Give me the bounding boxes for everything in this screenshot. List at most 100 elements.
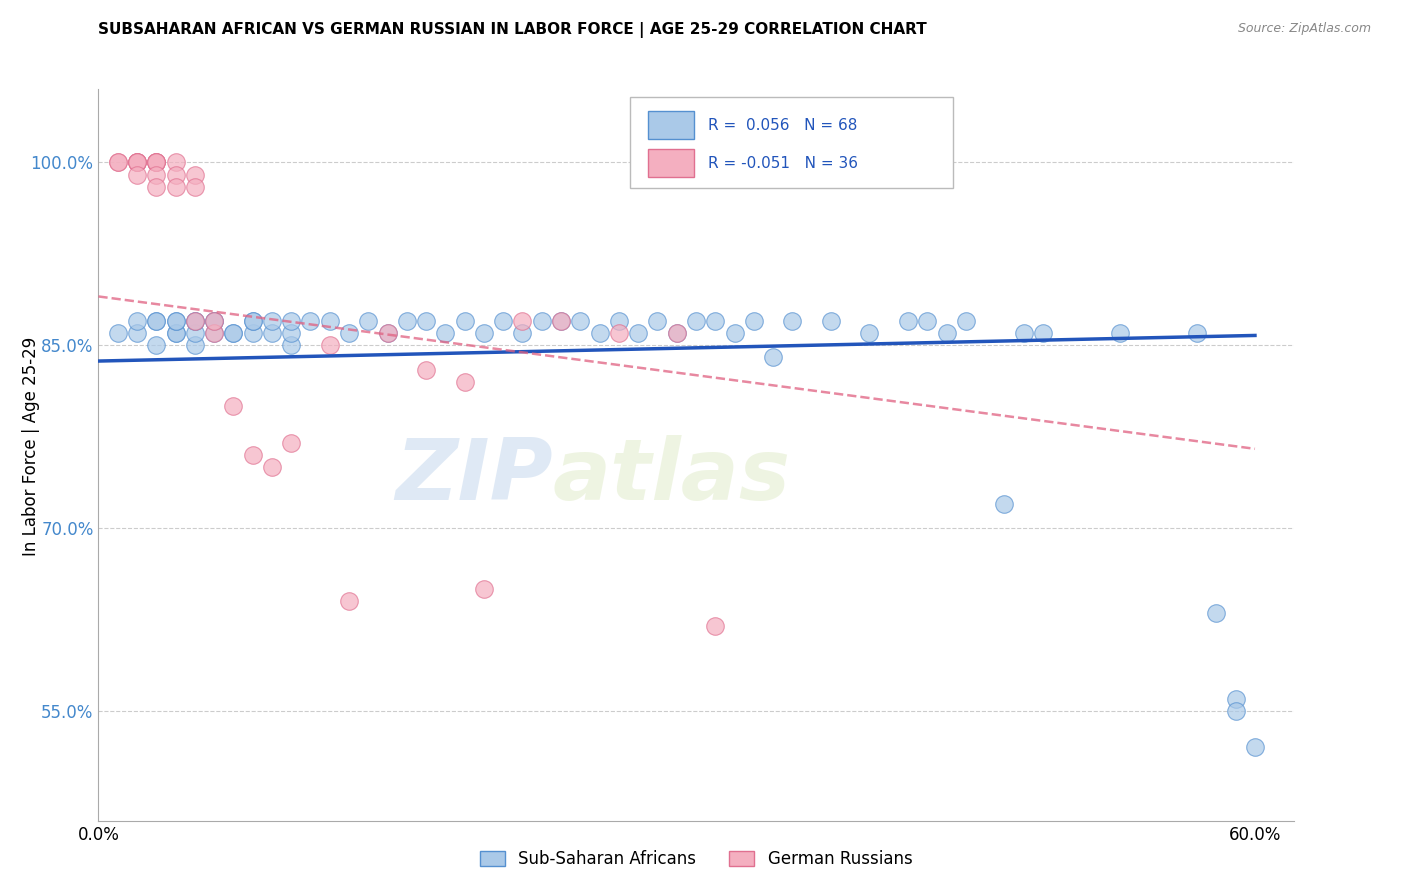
Point <box>184 338 207 352</box>
Point <box>415 314 437 328</box>
Point <box>395 314 418 328</box>
Point <box>280 314 302 328</box>
Point <box>184 179 207 194</box>
Point <box>145 314 167 328</box>
Bar <box>648 112 693 139</box>
Point <box>1225 691 1247 706</box>
Point <box>685 314 707 328</box>
Point <box>453 375 475 389</box>
Point <box>415 362 437 376</box>
Point <box>202 326 225 340</box>
Point <box>453 314 475 328</box>
Point <box>280 338 302 352</box>
Point <box>377 326 399 340</box>
Point <box>993 497 1015 511</box>
Point <box>202 314 225 328</box>
Point <box>184 314 207 328</box>
Point <box>512 326 534 340</box>
Point <box>319 338 342 352</box>
Point <box>125 155 148 169</box>
Point <box>434 326 457 340</box>
Point <box>260 314 283 328</box>
Text: R = -0.051   N = 36: R = -0.051 N = 36 <box>709 155 858 170</box>
Point <box>222 399 245 413</box>
Point <box>222 326 245 340</box>
Point <box>782 314 804 328</box>
Point <box>165 326 187 340</box>
Point <box>145 155 167 169</box>
Point <box>145 179 167 194</box>
Point <box>125 314 148 328</box>
Point <box>550 314 572 328</box>
Point <box>820 314 842 328</box>
Point <box>107 155 129 169</box>
Point <box>145 168 167 182</box>
Text: Source: ZipAtlas.com: Source: ZipAtlas.com <box>1237 22 1371 36</box>
Point <box>704 618 727 632</box>
Point <box>472 326 495 340</box>
FancyBboxPatch shape <box>630 96 953 188</box>
Point <box>1032 326 1054 340</box>
Point <box>742 314 765 328</box>
Point <box>260 326 283 340</box>
Point <box>1205 607 1227 621</box>
Point <box>319 314 342 328</box>
Bar <box>648 149 693 177</box>
Point <box>125 326 148 340</box>
Point <box>280 435 302 450</box>
Point <box>647 314 669 328</box>
Point <box>222 326 245 340</box>
Point <box>704 314 727 328</box>
Point <box>145 155 167 169</box>
Point <box>1109 326 1132 340</box>
Point <box>1225 704 1247 718</box>
Point <box>955 314 977 328</box>
Point <box>1244 740 1267 755</box>
Text: ZIP: ZIP <box>395 435 553 518</box>
Point <box>165 314 187 328</box>
Point <box>550 314 572 328</box>
Point <box>184 326 207 340</box>
Point <box>242 326 264 340</box>
Point <box>242 448 264 462</box>
Point <box>280 326 302 340</box>
Point <box>299 314 322 328</box>
Point <box>145 314 167 328</box>
Point <box>357 314 380 328</box>
Point <box>202 314 225 328</box>
Point <box>165 179 187 194</box>
Point <box>1185 326 1208 340</box>
Point <box>107 155 129 169</box>
Point <box>512 314 534 328</box>
Point <box>377 326 399 340</box>
Point <box>917 314 939 328</box>
Point <box>665 326 688 340</box>
Point <box>165 314 187 328</box>
Point <box>145 338 167 352</box>
Point <box>202 314 225 328</box>
Point <box>1012 326 1035 340</box>
Point <box>125 155 148 169</box>
Point <box>165 326 187 340</box>
Point <box>665 326 688 340</box>
Point <box>627 326 650 340</box>
Point <box>125 155 148 169</box>
Point <box>337 326 360 340</box>
Point <box>125 168 148 182</box>
Point <box>607 326 630 340</box>
Point <box>897 314 920 328</box>
Text: In Labor Force | Age 25-29: In Labor Force | Age 25-29 <box>22 336 39 556</box>
Point <box>145 155 167 169</box>
Point <box>588 326 610 340</box>
Point <box>145 155 167 169</box>
Point <box>530 314 553 328</box>
Point <box>184 168 207 182</box>
Point <box>107 326 129 340</box>
Point <box>184 314 207 328</box>
Point <box>858 326 880 340</box>
Point <box>492 314 515 328</box>
Text: R =  0.056   N = 68: R = 0.056 N = 68 <box>709 118 858 133</box>
Point <box>125 155 148 169</box>
Text: atlas: atlas <box>553 435 790 518</box>
Point <box>184 314 207 328</box>
